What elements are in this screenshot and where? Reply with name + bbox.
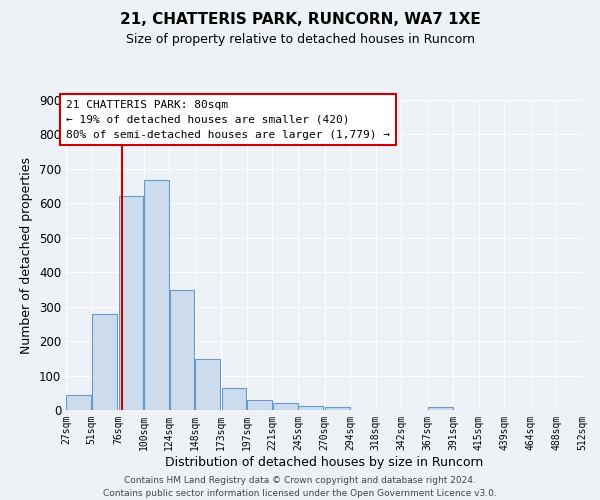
Bar bbox=[247, 400, 272, 410]
Text: 21, CHATTERIS PARK, RUNCORN, WA7 1XE: 21, CHATTERIS PARK, RUNCORN, WA7 1XE bbox=[119, 12, 481, 28]
Bar bbox=[119, 196, 143, 410]
Bar bbox=[222, 388, 247, 410]
Bar bbox=[325, 406, 350, 410]
Text: Contains HM Land Registry data © Crown copyright and database right 2024.
Contai: Contains HM Land Registry data © Crown c… bbox=[103, 476, 497, 498]
Bar bbox=[92, 314, 116, 410]
Bar bbox=[298, 406, 323, 410]
Text: 21 CHATTERIS PARK: 80sqm
← 19% of detached houses are smaller (420)
80% of semi-: 21 CHATTERIS PARK: 80sqm ← 19% of detach… bbox=[66, 100, 390, 140]
Bar bbox=[428, 407, 453, 410]
Bar bbox=[67, 395, 91, 410]
Bar bbox=[273, 403, 298, 410]
Text: Size of property relative to detached houses in Runcorn: Size of property relative to detached ho… bbox=[125, 32, 475, 46]
Bar bbox=[195, 359, 220, 410]
X-axis label: Distribution of detached houses by size in Runcorn: Distribution of detached houses by size … bbox=[165, 456, 483, 468]
Y-axis label: Number of detached properties: Number of detached properties bbox=[20, 156, 34, 354]
Bar bbox=[170, 290, 194, 410]
Bar bbox=[144, 180, 169, 410]
